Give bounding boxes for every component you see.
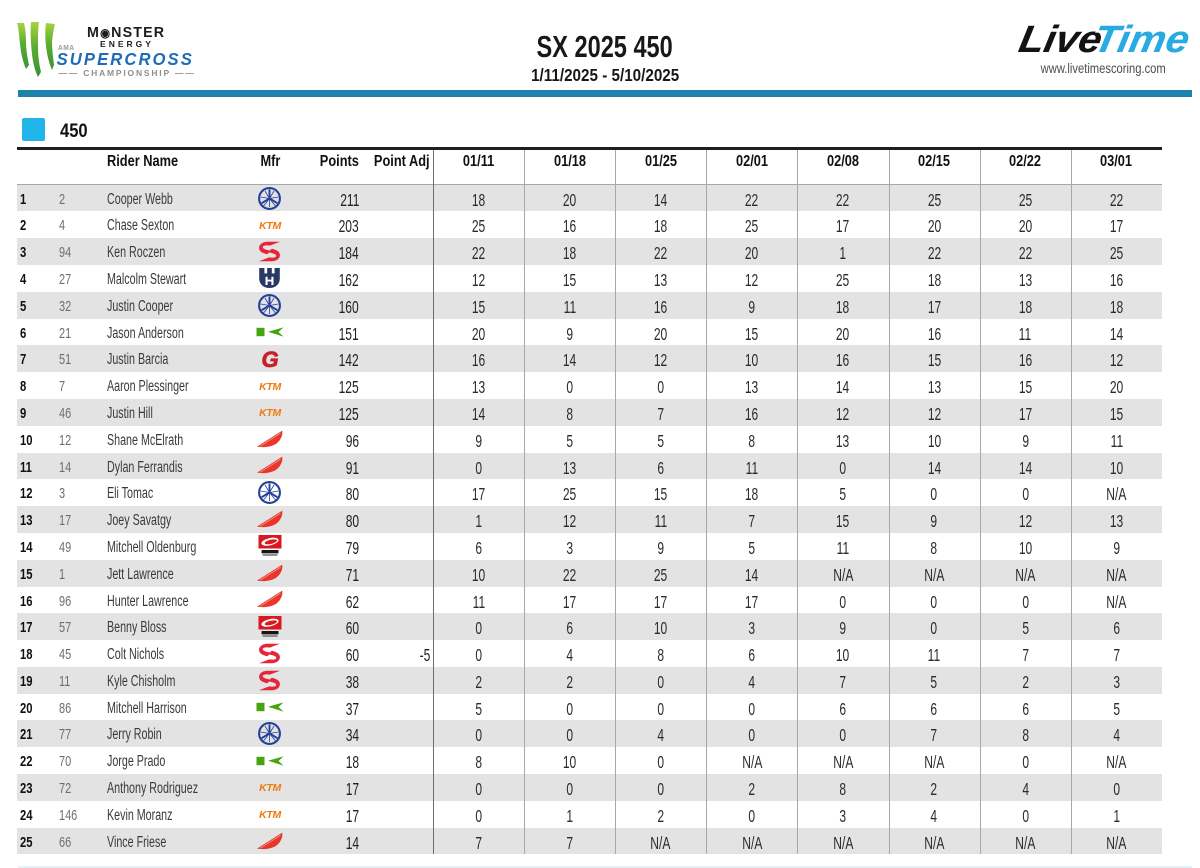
svg-text:Live: Live: [1016, 19, 1106, 61]
svg-text:KTM: KTM: [259, 381, 281, 391]
svg-text:G: G: [261, 347, 278, 371]
svg-text:KTM: KTM: [259, 809, 281, 819]
svg-text:Time: Time: [1090, 19, 1193, 61]
svg-text:Time: Time: [1090, 19, 1193, 61]
svg-text:KTM: KTM: [259, 782, 281, 792]
svg-text:KTM: KTM: [259, 220, 281, 230]
svg-text:Live: Live: [1016, 19, 1106, 61]
svg-text:KTM: KTM: [259, 407, 281, 417]
